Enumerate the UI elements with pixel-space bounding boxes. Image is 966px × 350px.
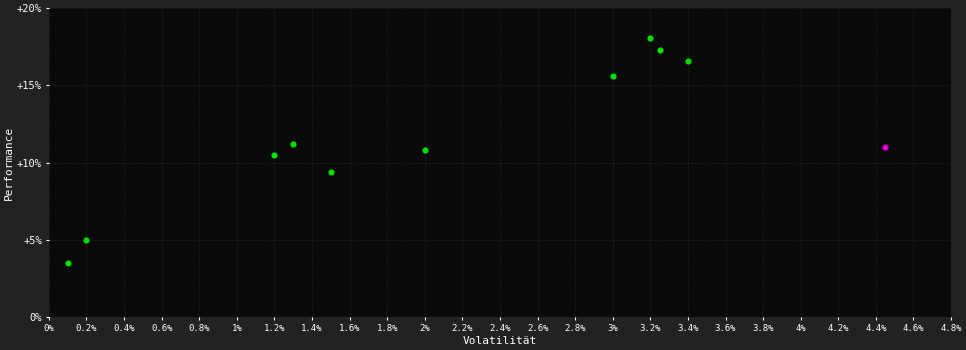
Point	[323, 169, 338, 175]
Point	[79, 237, 95, 243]
Point	[286, 141, 301, 147]
Point	[60, 260, 75, 266]
Y-axis label: Performance: Performance	[4, 126, 14, 200]
Point	[417, 147, 433, 153]
Point	[267, 152, 282, 158]
Point	[877, 145, 893, 150]
Point	[680, 58, 696, 63]
Point	[605, 74, 620, 79]
X-axis label: Volatilität: Volatilität	[463, 336, 537, 346]
Point	[642, 35, 658, 40]
Point	[652, 47, 668, 52]
